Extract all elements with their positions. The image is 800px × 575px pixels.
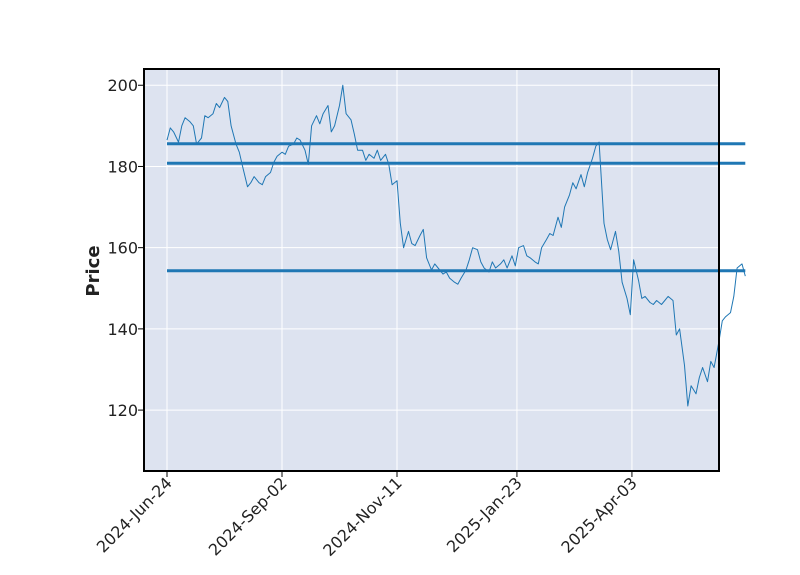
- plot-frame: [143, 68, 720, 472]
- x-tick-label: 2025-Apr-03: [557, 473, 640, 556]
- y-tick-label: 200: [107, 76, 138, 95]
- y-tick-label: 180: [107, 157, 138, 176]
- y-gridlines: [144, 84, 719, 411]
- price-series-line: [166, 84, 746, 407]
- x-tick-label: 2024-Sep-02: [205, 473, 291, 559]
- series-layer: [166, 84, 746, 407]
- y-tick-label: 120: [107, 401, 138, 420]
- y-tick-label: 160: [107, 239, 138, 258]
- x-tick-label: 2025-Jan-23: [443, 473, 526, 556]
- horizontal-lines: [167, 142, 746, 273]
- y-axis-ticks: 120 140 160 180 200: [107, 76, 144, 420]
- y-tick-label: 140: [107, 320, 138, 339]
- x-axis-ticks: 2024-Jun-24 2024-Sep-02 2024-Nov-11 2025-Ja…: [93, 471, 641, 560]
- y-axis-label: Price: [83, 245, 104, 296]
- x-tick-label: 2024-Jun-24: [93, 473, 176, 556]
- x-tick-label: 2024-Nov-11: [319, 473, 406, 560]
